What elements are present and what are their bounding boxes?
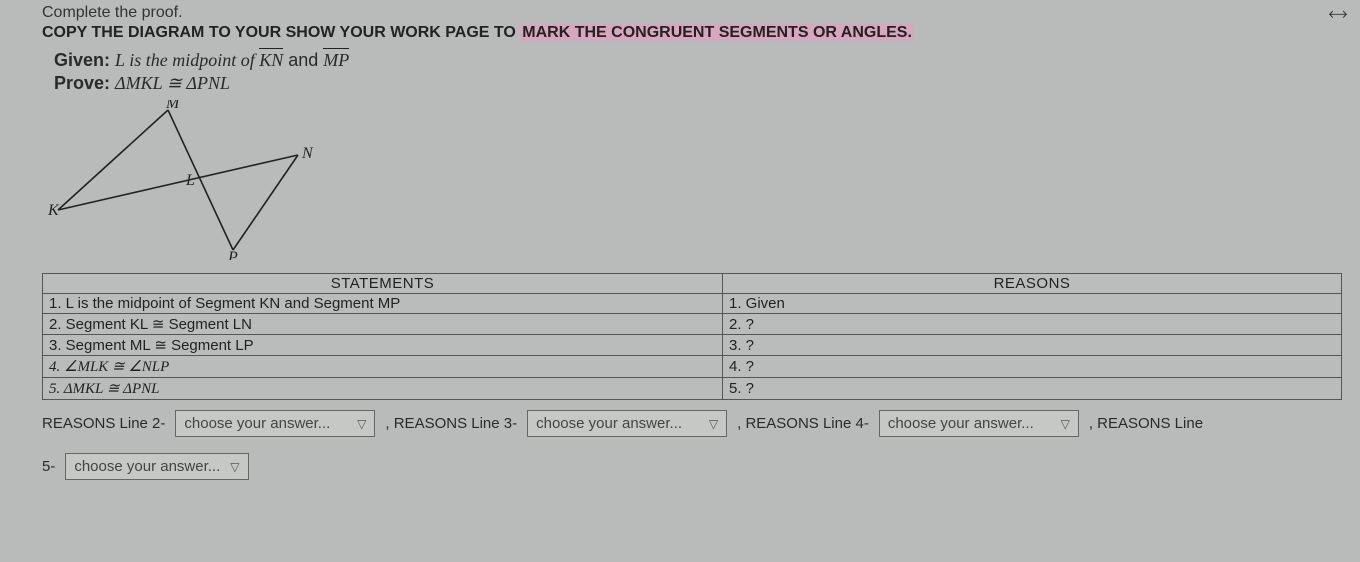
segment-kn: KN: [259, 48, 283, 71]
reasons-line-5-label: 5-: [42, 458, 55, 475]
point-m: M: [165, 100, 181, 112]
instruction-line-2: COPY THE DIAGRAM TO YOUR SHOW YOUR WORK …: [42, 24, 1360, 42]
dropdown-placeholder: choose your answer...: [74, 458, 220, 475]
reason-cell: 5. ?: [723, 378, 1342, 400]
table-row: 2. Segment KL ≅ Segment LN 2. ?: [43, 314, 1342, 335]
chevron-down-icon: ▽: [357, 417, 366, 431]
instruction-prefix: COPY THE DIAGRAM TO YOUR SHOW YOUR WORK …: [42, 24, 520, 41]
reasons-line-tail-label: , REASONS Line: [1089, 415, 1203, 432]
reason-cell: 1. Given: [723, 294, 1342, 314]
given-text-a: L is the midpoint of: [115, 50, 259, 70]
table-row: 3. Segment ML ≅ Segment LP 3. ?: [43, 335, 1342, 356]
answer-row-2: 5- choose your answer... ▽: [42, 453, 1360, 480]
chevron-down-icon: ▽: [230, 460, 239, 474]
reasons-line-5-dropdown[interactable]: choose your answer... ▽: [65, 453, 248, 480]
given-line: Given: L is the midpoint of KN and MP: [54, 48, 1360, 71]
prove-expr: ΔMKL ≅ ΔPNL: [115, 73, 230, 93]
chevron-down-icon: ▽: [1061, 417, 1070, 431]
reasons-line-3-label: , REASONS Line 3-: [385, 415, 517, 432]
table-row: 4. ∠MLK ≅ ∠NLP 4. ?: [43, 356, 1342, 378]
dropdown-placeholder: choose your answer...: [536, 415, 682, 432]
answer-row-1: REASONS Line 2- choose your answer... ▽ …: [42, 410, 1360, 437]
table-row: 5. ΔMKL ≅ ΔPNL 5. ?: [43, 378, 1342, 400]
worksheet-page: Complete the proof. COPY THE DIAGRAM TO …: [0, 0, 1360, 480]
table-row: 1. L is the midpoint of Segment KN and S…: [43, 294, 1342, 314]
statement-cell: 1. L is the midpoint of Segment KN and S…: [43, 294, 723, 314]
dropdown-placeholder: choose your answer...: [184, 415, 330, 432]
point-l: L: [185, 172, 195, 189]
reasons-line-4-dropdown[interactable]: choose your answer... ▽: [879, 410, 1079, 437]
statement-cell: 2. Segment KL ≅ Segment LN: [43, 314, 723, 335]
reasons-line-2-dropdown[interactable]: choose your answer... ▽: [175, 410, 375, 437]
reason-cell: 4. ?: [723, 356, 1342, 378]
statement-cell: 3. Segment ML ≅ Segment LP: [43, 335, 723, 356]
statement-cell: 4. ∠MLK ≅ ∠NLP: [43, 356, 723, 378]
reason-cell: 3. ?: [723, 335, 1342, 356]
segment-mp: MP: [323, 48, 349, 71]
point-p: P: [227, 249, 238, 260]
instruction-highlight: MARK THE CONGRUENT SEGMENTS OR ANGLES.: [520, 24, 914, 41]
chevron-down-icon: ▽: [709, 417, 718, 431]
prove-line: Prove: ΔMKL ≅ ΔPNL: [54, 73, 1360, 94]
point-k: K: [48, 202, 60, 219]
dropdown-placeholder: choose your answer...: [888, 415, 1034, 432]
geometry-diagram: M N K L P: [48, 100, 1360, 265]
reason-cell: 2. ?: [723, 314, 1342, 335]
statements-header: STATEMENTS: [43, 274, 723, 294]
proof-table: STATEMENTS REASONS 1. L is the midpoint …: [42, 273, 1342, 400]
given-label: Given:: [54, 50, 110, 70]
reasons-line-4-label: , REASONS Line 4-: [737, 415, 869, 432]
instruction-line-1: Complete the proof.: [42, 4, 1360, 22]
reasons-header: REASONS: [723, 274, 1342, 294]
reasons-line-2-label: REASONS Line 2-: [42, 415, 165, 432]
statement-cell: 5. ΔMKL ≅ ΔPNL: [43, 378, 723, 400]
reasons-line-3-dropdown[interactable]: choose your answer... ▽: [527, 410, 727, 437]
point-n: N: [301, 145, 314, 162]
prove-label: Prove:: [54, 73, 110, 93]
given-mid: and: [288, 50, 323, 70]
